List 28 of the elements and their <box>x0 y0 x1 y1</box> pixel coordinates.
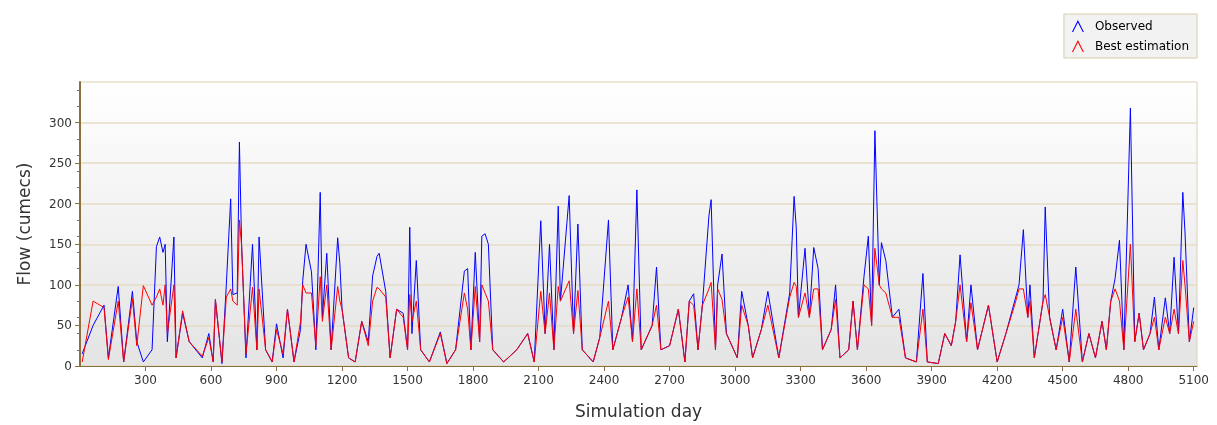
x-tick-label: 3000 <box>719 373 751 387</box>
x-tick-label: 300 <box>134 373 157 387</box>
y-tick-label: 50 <box>56 318 72 333</box>
y-tick-label: 150 <box>49 237 72 252</box>
y-tick-label: 200 <box>49 196 72 211</box>
x-tick-label: 1500 <box>392 373 423 387</box>
y-tick-label: 0 <box>64 359 72 373</box>
x-tick-label: 4500 <box>1047 373 1078 387</box>
x-tick-label: 4200 <box>981 373 1013 387</box>
x-tick-label: 3300 <box>785 373 816 387</box>
x-tick-label: 4800 <box>1112 373 1144 387</box>
x-tick-label: 3600 <box>850 373 882 387</box>
x-tick-label: 3900 <box>916 373 947 387</box>
legend-label: Observed <box>1094 19 1153 33</box>
x-tick-label: 5100 <box>1178 373 1209 387</box>
x-tick-label: 1200 <box>326 373 358 387</box>
y-tick-label: 300 <box>49 115 72 130</box>
x-tick-label: 2700 <box>654 373 685 387</box>
x-tick-label: 600 <box>199 373 223 387</box>
x-tick-label: 2100 <box>523 373 554 387</box>
legend-label: Best estimation <box>1094 39 1189 53</box>
x-tick-label: 900 <box>265 373 288 387</box>
x-tick-label: 2400 <box>588 373 620 387</box>
y-tick-label: 250 <box>49 156 72 171</box>
x-tick-label: 1800 <box>457 373 489 387</box>
y-axis-title: Flow (cumecs) <box>13 162 34 286</box>
y-tick-label: 100 <box>49 277 72 292</box>
x-axis-title: Simulation day <box>574 400 703 421</box>
